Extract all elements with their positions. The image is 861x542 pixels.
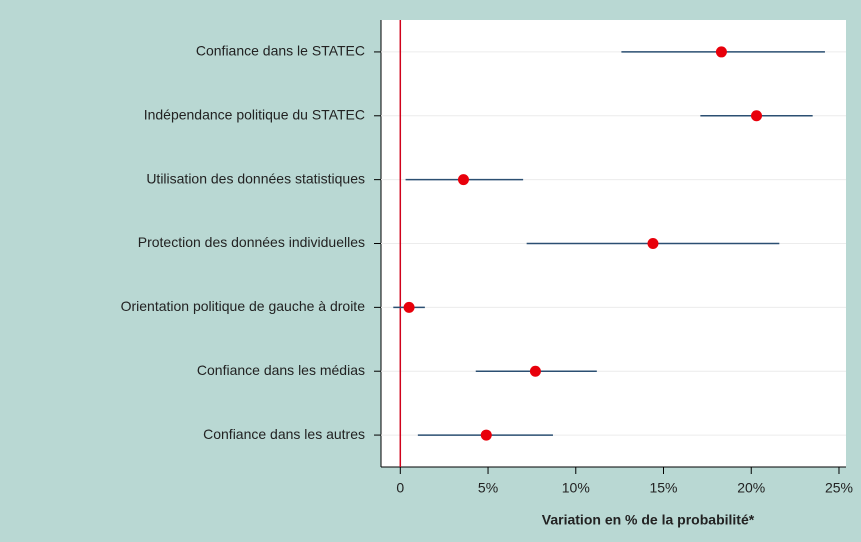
x-axis-title: Variation en % de la probabilité*: [542, 512, 755, 528]
y-tick-label: Protection des données individuelles: [138, 234, 365, 250]
y-tick-label: Confiance dans le STATEC: [196, 43, 365, 59]
point: [715, 46, 727, 58]
point: [457, 174, 469, 186]
x-tick-label: 15%: [649, 480, 677, 496]
y-tick-label: Confiance dans les médias: [197, 362, 365, 378]
y-tick-label: Orientation politique de gauche à droite: [121, 298, 366, 314]
point: [403, 301, 415, 313]
point: [647, 238, 659, 249]
point: [751, 110, 763, 122]
x-tick-label: 0: [396, 480, 404, 496]
x-tick-label: 5%: [478, 480, 498, 496]
y-tick-label: Confiance dans les autres: [203, 426, 365, 442]
y-tick-label: Utilisation des données statistiques: [146, 170, 365, 186]
x-tick-label: 20%: [737, 480, 765, 496]
y-tick-label: Indépendance politique du STATEC: [144, 106, 365, 122]
point: [480, 429, 492, 441]
point: [529, 365, 541, 377]
x-tick-label: 10%: [562, 480, 590, 496]
x-tick-label: 25%: [825, 480, 853, 496]
